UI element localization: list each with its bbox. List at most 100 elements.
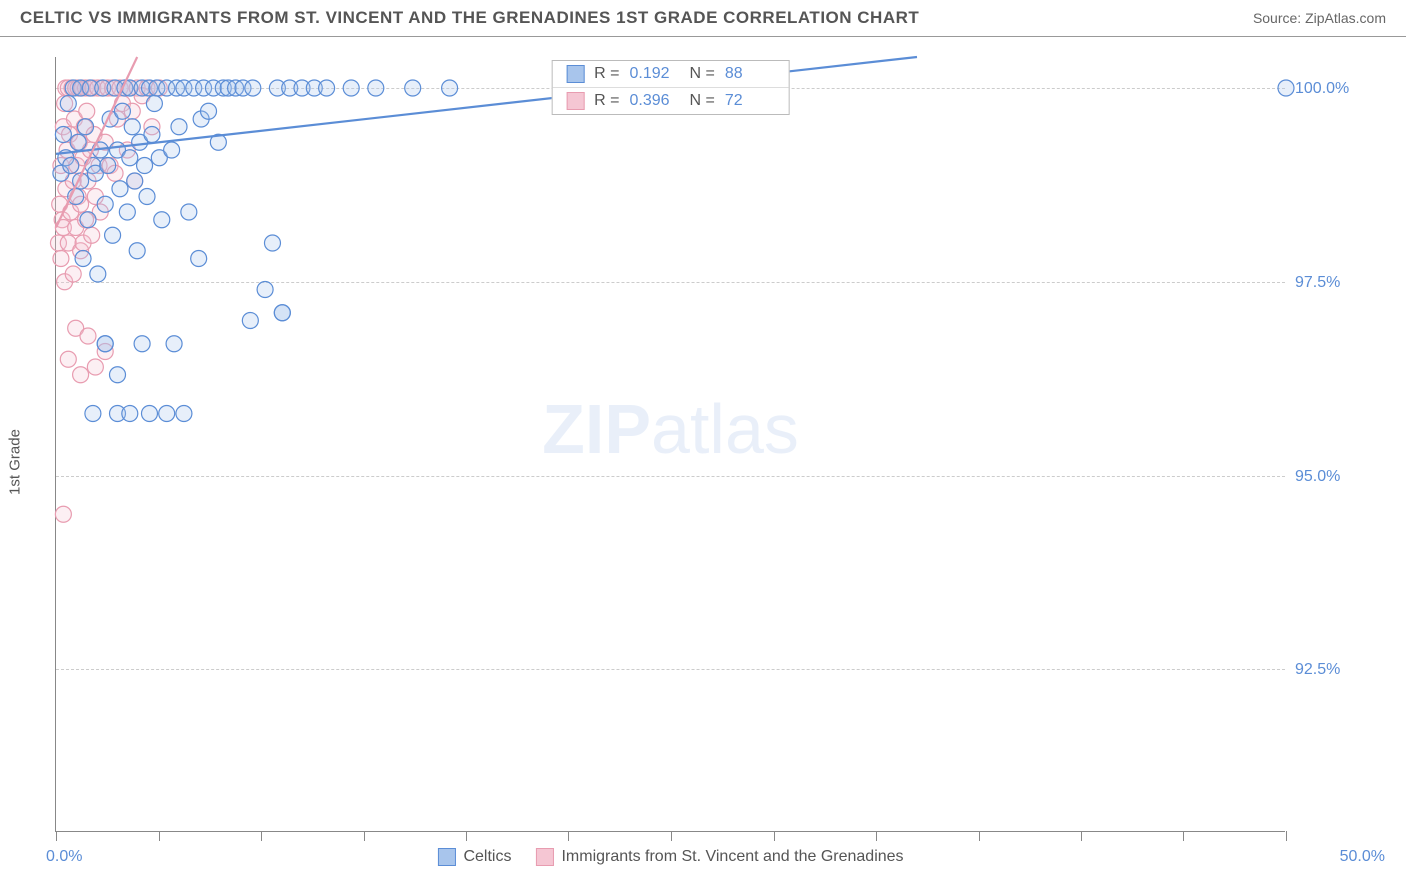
x-tick <box>1183 831 1184 841</box>
legend-stats-row-0: R = 0.192 N = 88 <box>552 61 789 88</box>
x-tick <box>774 831 775 841</box>
x-tick <box>261 831 262 841</box>
r-value-0: 0.192 <box>630 65 680 83</box>
scatter-point <box>442 80 458 96</box>
n-label: N = <box>690 92 715 110</box>
y-tick-label: 100.0% <box>1295 80 1390 98</box>
x-tick <box>568 831 569 841</box>
scatter-point <box>78 119 94 135</box>
legend-stats-row-1: R = 0.396 N = 72 <box>552 88 789 114</box>
legend-swatch-1 <box>566 92 584 110</box>
legend-item-1: Immigrants from St. Vincent and the Gren… <box>535 848 903 866</box>
scatter-point <box>122 150 138 166</box>
scatter-point <box>80 212 96 228</box>
scatter-point <box>112 181 128 197</box>
r-label: R = <box>594 65 619 83</box>
scatter-point <box>55 127 71 143</box>
r-value-1: 0.396 <box>630 92 680 110</box>
scatter-point <box>164 142 180 158</box>
scatter-point <box>171 119 187 135</box>
scatter-point <box>124 119 140 135</box>
x-tick <box>876 831 877 841</box>
scatter-point <box>154 212 170 228</box>
chart-title: CELTIC VS IMMIGRANTS FROM ST. VINCENT AN… <box>20 8 919 28</box>
scatter-point <box>97 336 113 352</box>
scatter-point <box>176 406 192 422</box>
x-tick <box>159 831 160 841</box>
scatter-point <box>100 158 116 174</box>
x-min-label: 0.0% <box>46 848 82 866</box>
scatter-point <box>97 196 113 212</box>
x-max-label: 50.0% <box>1340 848 1385 866</box>
scatter-point <box>368 80 384 96</box>
x-tick <box>56 831 57 841</box>
x-tick <box>1286 831 1287 841</box>
scatter-point <box>242 313 258 329</box>
scatter-point <box>70 134 86 150</box>
legend-swatch-0 <box>566 65 584 83</box>
x-tick <box>671 831 672 841</box>
scatter-point <box>166 336 182 352</box>
legend-series: Celtics Immigrants from St. Vincent and … <box>437 848 903 866</box>
scatter-point <box>405 80 421 96</box>
scatter-point <box>264 235 280 251</box>
scatter-point <box>55 506 71 522</box>
r-label: R = <box>594 92 619 110</box>
scatter-point <box>122 406 138 422</box>
scatter-point <box>144 127 160 143</box>
n-label: N = <box>690 65 715 83</box>
scatter-point <box>245 80 261 96</box>
y-tick-label: 95.0% <box>1295 468 1390 486</box>
x-tick <box>979 831 980 841</box>
x-tick <box>1081 831 1082 841</box>
x-tick <box>466 831 467 841</box>
scatter-point <box>79 103 95 119</box>
legend-label-1: Immigrants from St. Vincent and the Gren… <box>561 848 903 866</box>
scatter-point <box>84 227 100 243</box>
scatter-point <box>139 189 155 205</box>
chart-header: CELTIC VS IMMIGRANTS FROM ST. VINCENT AN… <box>0 0 1406 37</box>
scatter-layer <box>56 57 1285 831</box>
scatter-point <box>63 158 79 174</box>
scatter-point <box>137 158 153 174</box>
y-tick-label: 97.5% <box>1295 274 1390 292</box>
n-value-0: 88 <box>725 65 775 83</box>
scatter-point <box>85 406 101 422</box>
scatter-point <box>90 266 106 282</box>
scatter-point <box>1278 80 1294 96</box>
scatter-point <box>60 96 76 112</box>
scatter-point <box>75 251 91 267</box>
source-name: ZipAtlas.com <box>1305 10 1386 26</box>
scatter-point <box>274 305 290 321</box>
plot-area: ZIPatlas 92.5%95.0%97.5%100.0% R = 0.192… <box>55 57 1285 832</box>
y-axis-label: 1st Grade <box>7 429 24 495</box>
scatter-point <box>191 251 207 267</box>
legend-swatch-icon <box>535 848 553 866</box>
scatter-point <box>87 359 103 375</box>
scatter-point <box>80 328 96 344</box>
scatter-point <box>343 80 359 96</box>
chart-container: 1st Grade ZIPatlas 92.5%95.0%97.5%100.0%… <box>0 37 1406 887</box>
scatter-point <box>119 204 135 220</box>
scatter-point <box>134 336 150 352</box>
scatter-point <box>129 243 145 259</box>
chart-source: Source: ZipAtlas.com <box>1253 10 1386 26</box>
scatter-point <box>105 227 121 243</box>
scatter-point <box>159 406 175 422</box>
scatter-point <box>53 251 69 267</box>
scatter-point <box>65 266 81 282</box>
scatter-point <box>201 103 217 119</box>
scatter-point <box>73 367 89 383</box>
legend-stats-box: R = 0.192 N = 88 R = 0.396 N = 72 <box>551 60 790 115</box>
scatter-point <box>257 282 273 298</box>
legend-label-0: Celtics <box>463 848 511 866</box>
scatter-point <box>60 351 76 367</box>
scatter-point <box>110 367 126 383</box>
scatter-point <box>114 103 130 119</box>
scatter-point <box>146 96 162 112</box>
scatter-point <box>319 80 335 96</box>
source-prefix: Source: <box>1253 10 1305 26</box>
legend-item-0: Celtics <box>437 848 511 866</box>
scatter-point <box>141 406 157 422</box>
scatter-point <box>181 204 197 220</box>
